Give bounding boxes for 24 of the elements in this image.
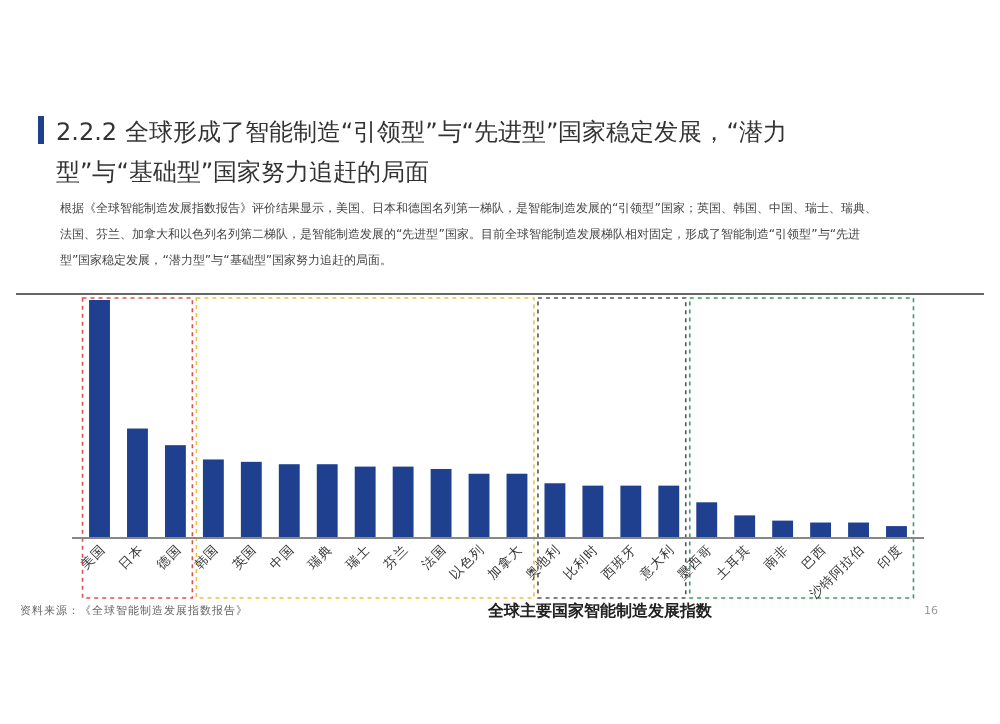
bar	[772, 520, 794, 538]
bar	[392, 466, 414, 538]
bar	[886, 526, 907, 538]
bar	[810, 522, 832, 538]
bar	[316, 464, 338, 538]
bar	[430, 468, 452, 538]
chart-title: 2.2.2 全球形成了智能制造“引领型”与“先进型”国家稳定发展，“潜力型”与“基础型”国家努力追赶的局面	[56, 118, 787, 186]
bar	[696, 502, 718, 538]
bar	[468, 473, 490, 538]
bar	[658, 485, 680, 538]
bar	[127, 428, 148, 538]
bar	[582, 485, 604, 538]
bar	[354, 466, 376, 538]
bar	[89, 300, 110, 538]
bar	[164, 445, 186, 538]
bar	[240, 461, 262, 538]
bar	[544, 483, 566, 538]
bar	[734, 515, 756, 538]
bar	[278, 464, 300, 538]
bar	[506, 473, 528, 538]
bar	[848, 522, 869, 538]
x-axis-title: 全球主要国家智能制造发展指数	[486, 600, 714, 620]
bar	[202, 459, 224, 538]
bar	[620, 485, 642, 538]
